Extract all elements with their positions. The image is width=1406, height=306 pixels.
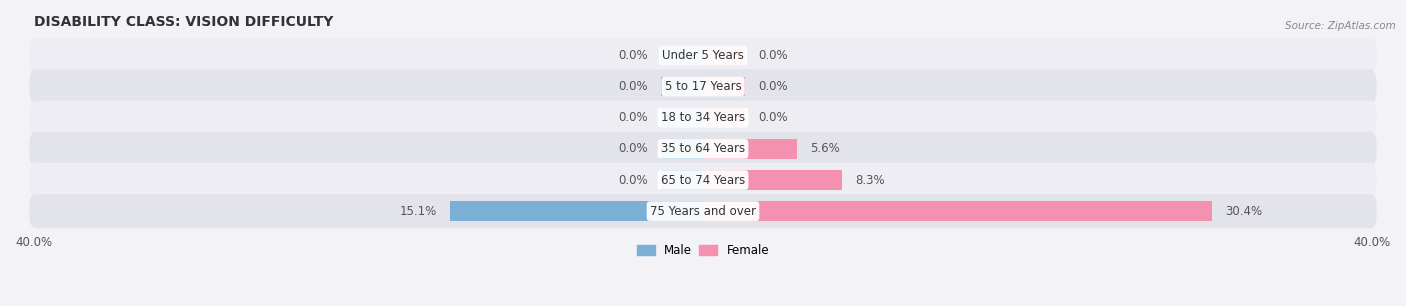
Text: 18 to 34 Years: 18 to 34 Years bbox=[661, 111, 745, 124]
Text: Source: ZipAtlas.com: Source: ZipAtlas.com bbox=[1285, 21, 1396, 32]
Bar bbox=[661, 170, 703, 190]
Bar bbox=[661, 77, 703, 96]
Text: 75 Years and over: 75 Years and over bbox=[650, 205, 756, 218]
Text: 0.0%: 0.0% bbox=[619, 111, 648, 124]
Text: 0.0%: 0.0% bbox=[619, 80, 648, 93]
FancyBboxPatch shape bbox=[30, 194, 1376, 228]
Bar bbox=[661, 108, 703, 127]
Bar bbox=[703, 46, 745, 65]
Bar bbox=[661, 139, 703, 159]
Bar bbox=[703, 108, 745, 127]
Text: DISABILITY CLASS: VISION DIFFICULTY: DISABILITY CLASS: VISION DIFFICULTY bbox=[34, 15, 333, 29]
Legend: Male, Female: Male, Female bbox=[633, 240, 773, 262]
Text: 5.6%: 5.6% bbox=[810, 142, 839, 155]
Text: 0.0%: 0.0% bbox=[758, 80, 787, 93]
Bar bbox=[450, 201, 703, 221]
FancyBboxPatch shape bbox=[30, 38, 1376, 73]
Text: Under 5 Years: Under 5 Years bbox=[662, 49, 744, 62]
Text: 35 to 64 Years: 35 to 64 Years bbox=[661, 142, 745, 155]
Text: 30.4%: 30.4% bbox=[1225, 205, 1263, 218]
Bar bbox=[661, 46, 703, 65]
Text: 0.0%: 0.0% bbox=[619, 174, 648, 186]
Text: 8.3%: 8.3% bbox=[855, 174, 884, 186]
Text: 65 to 74 Years: 65 to 74 Years bbox=[661, 174, 745, 186]
Text: 0.0%: 0.0% bbox=[619, 142, 648, 155]
Bar bbox=[703, 139, 797, 159]
FancyBboxPatch shape bbox=[30, 163, 1376, 197]
Text: 15.1%: 15.1% bbox=[399, 205, 437, 218]
FancyBboxPatch shape bbox=[30, 132, 1376, 166]
Bar bbox=[703, 170, 842, 190]
Text: 5 to 17 Years: 5 to 17 Years bbox=[665, 80, 741, 93]
FancyBboxPatch shape bbox=[30, 69, 1376, 104]
Bar bbox=[703, 77, 745, 96]
FancyBboxPatch shape bbox=[30, 101, 1376, 135]
Bar bbox=[703, 201, 1212, 221]
Text: 0.0%: 0.0% bbox=[619, 49, 648, 62]
Text: 0.0%: 0.0% bbox=[758, 111, 787, 124]
Text: 0.0%: 0.0% bbox=[758, 49, 787, 62]
